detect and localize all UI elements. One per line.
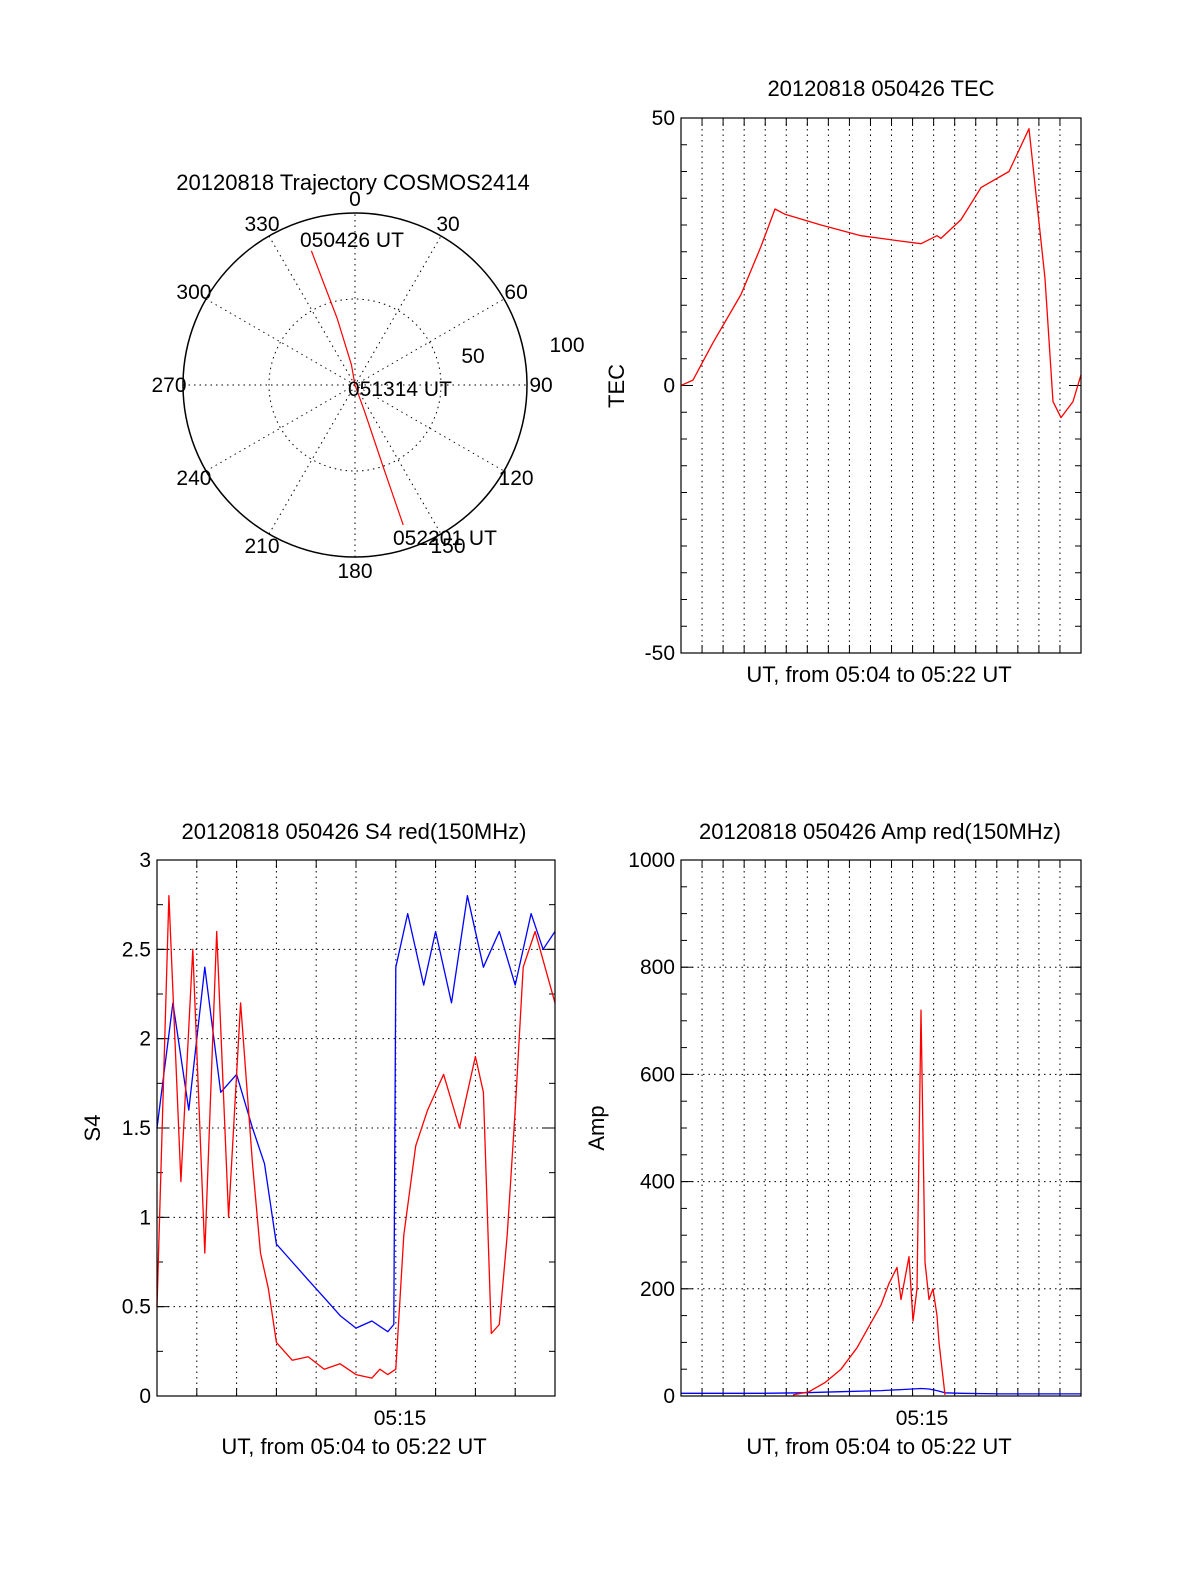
polar-azimuth-label: 270 [151,374,186,397]
tec-title: 20120818 050426 TEC [767,76,994,101]
s4-series-line-1 [156,895,556,1379]
polar-inner-circle [268,298,442,472]
amp-frame [680,859,1082,1397]
polar-azimuth-label: 210 [244,535,279,558]
s4-y-tick-label: 0.5 [122,1296,151,1319]
s4-x-axis-label: UT, from 05:04 to 05:22 UT [221,1434,486,1459]
tec-y-tick-labels: -50 0 50 [645,107,675,665]
amp-y-tick-labels: 0 200 400 600 800 1000 [628,849,675,1408]
amp-panel: 20120818 050426 Amp red(150MHz) 0 200 400 6… [584,819,1082,1459]
polar-azimuth-label: 60 [504,281,527,304]
polar-title: 20120818 Trajectory COSMOS2414 [176,170,529,195]
polar-azimuth-labels: 0 30 60 90 120 150 180 210 240 270 300 330 [151,188,552,583]
tec-y-tick-label: -50 [645,642,675,665]
s4-panel: 20120818 050426 S4 red(150MHz) 0 0.5 1 1.5 2… [80,819,556,1459]
tec-y-axis-label: TEC [604,364,629,408]
polar-trajectory-panel: 20120818 Trajectory COSMOS2414 0 30 60 90 12… [151,170,584,583]
s4-y-tick-label: 1.5 [122,1117,151,1140]
amp-y-axis-label: Amp [584,1105,609,1150]
s4-grid [157,860,555,1396]
s4-series-line-0 [156,895,556,1333]
tec-frame [680,117,1082,654]
tec-grid [701,118,1061,653]
amp-x-axis-label: UT, from 05:04 to 05:22 UT [746,1434,1011,1459]
tec-series [680,128,1082,419]
polar-radial-label-50: 50 [461,345,484,368]
amp-y-tick-label: 400 [640,1171,675,1194]
tec-series-line-0 [680,128,1082,419]
s4-y-tick-label: 0 [139,1385,151,1408]
amp-ticks [681,859,1081,1397]
amp-y-tick-label: 0 [663,1385,675,1408]
tec-y-tick-label: 0 [663,375,675,398]
amp-title: 20120818 050426 Amp red(150MHz) [699,819,1061,844]
polar-azimuth-label: 300 [176,281,211,304]
polar-trajectory-line [310,250,404,526]
s4-y-tick-label: 1 [139,1206,151,1229]
polar-radial-label-100: 100 [549,334,584,357]
polar-azimuth-label: 90 [529,374,552,397]
amp-y-tick-label: 1000 [628,849,675,872]
amp-y-tick-label: 800 [640,956,675,979]
polar-annotation-mid: 051314 UT [348,378,452,401]
s4-frame [156,859,556,1397]
tec-panel: 20120818 050426 TEC -50 0 50 TEC UT, from … [604,76,1082,687]
s4-y-tick-label: 3 [139,849,151,872]
polar-azimuth-label: 240 [176,467,211,490]
polar-azimuth-label: 0 [349,188,361,211]
polar-azimuth-label: 120 [499,467,534,490]
s4-y-tick-label: 2 [139,1028,151,1051]
s4-series [156,895,556,1379]
polar-annotation-start: 050426 UT [300,229,404,252]
s4-ticks [157,859,555,1397]
amp-series-line-0 [681,1387,1081,1395]
tec-y-tick-label: 50 [652,107,675,130]
amp-y-tick-label: 200 [640,1278,675,1301]
s4-y-axis-label: S4 [80,1115,105,1142]
s4-x-tick-label: 05:15 [374,1407,427,1430]
polar-annotation-end: 052201 UT [393,527,497,550]
polar-azimuth-label: 30 [436,213,459,236]
tec-ticks [681,117,1081,654]
amp-x-tick-label: 05:15 [896,1407,949,1430]
polar-azimuth-label: 150 [430,535,465,558]
polar-azimuth-label: 330 [244,213,279,236]
tec-x-axis-label: UT, from 05:04 to 05:22 UT [746,662,1011,687]
polar-azimuth-label: 180 [337,560,372,583]
amp-y-tick-label: 600 [640,1063,675,1086]
amp-series-line-1 [792,1009,946,1396]
s4-y-tick-label: 2.5 [122,938,151,961]
amp-series [681,1009,1081,1396]
s4-title: 20120818 050426 S4 red(150MHz) [182,819,527,844]
s4-y-tick-labels: 0 0.5 1 1.5 2 2.5 3 [122,849,151,1408]
amp-grid [681,860,1081,1396]
